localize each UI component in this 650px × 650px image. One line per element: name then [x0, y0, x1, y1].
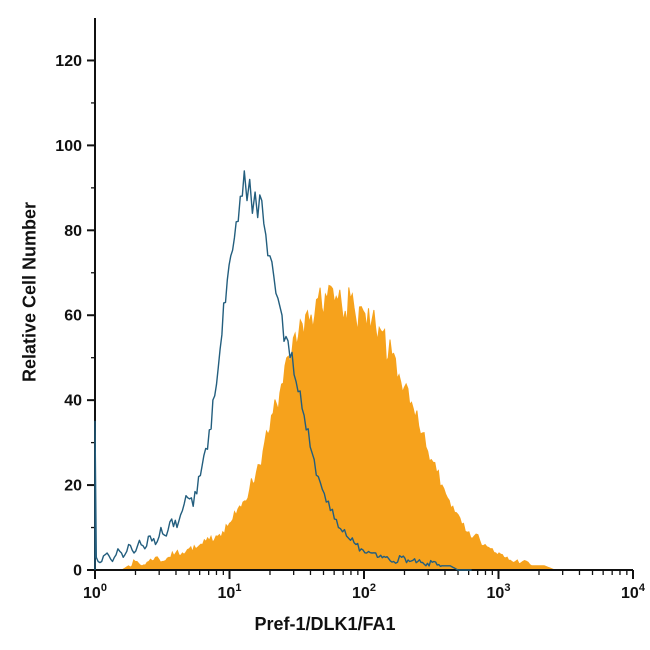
svg-text:102: 102 [352, 582, 376, 602]
svg-text:101: 101 [218, 582, 242, 602]
svg-text:100: 100 [83, 582, 107, 602]
x-axis-label: Pref-1/DLK1/FA1 [254, 614, 396, 634]
svg-text:80: 80 [64, 223, 82, 240]
svg-text:104: 104 [621, 582, 646, 602]
svg-text:40: 40 [64, 393, 82, 410]
y-axis-label: Relative Cell Number [19, 201, 40, 383]
svg-text:60: 60 [64, 308, 82, 325]
svg-text:120: 120 [55, 53, 82, 70]
svg-text:103: 103 [487, 582, 511, 602]
svg-text:20: 20 [64, 478, 82, 495]
svg-text:100: 100 [55, 138, 82, 155]
svg-text:0: 0 [73, 563, 82, 580]
